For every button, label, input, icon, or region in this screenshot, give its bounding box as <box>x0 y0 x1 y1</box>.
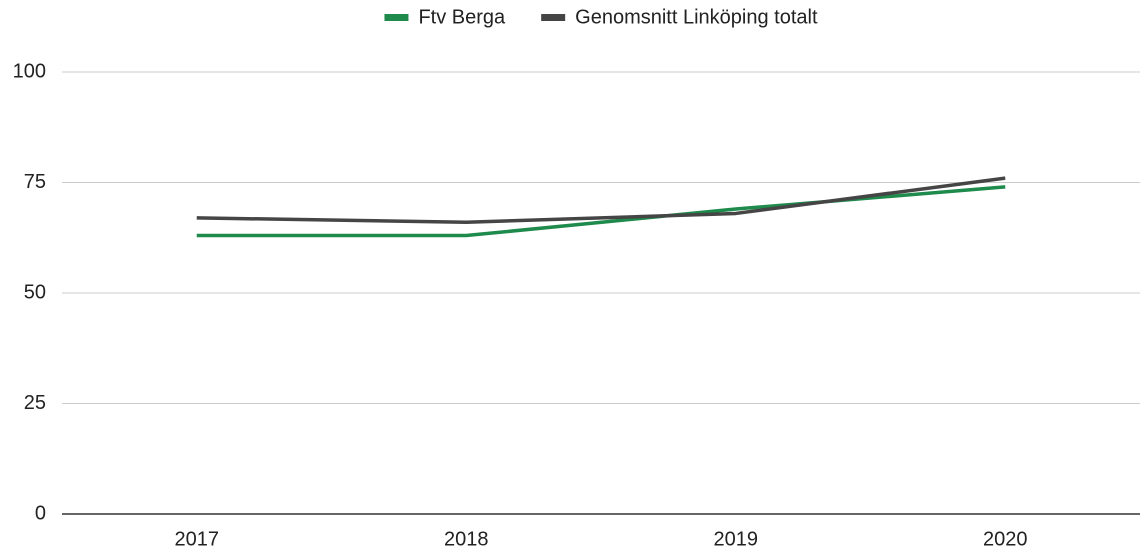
y-tick-label: 75 <box>24 171 46 193</box>
legend-label: Genomsnitt Linköping totalt <box>575 6 818 28</box>
x-tick-label: 2020 <box>983 528 1028 550</box>
y-tick-label: 100 <box>13 60 46 82</box>
x-tick-label: 2019 <box>714 528 759 550</box>
y-tick-label: 50 <box>24 281 46 303</box>
legend-item: Genomsnitt Linköping totalt <box>541 6 818 28</box>
y-tick-label: 0 <box>35 502 46 524</box>
legend-item: Ftv Berga <box>384 6 506 28</box>
series-line <box>196 185 1006 238</box>
series-line <box>196 176 1006 225</box>
x-tick-label: 2017 <box>175 528 220 550</box>
y-tick-label: 25 <box>24 392 46 414</box>
x-tick-label: 2018 <box>444 528 489 550</box>
legend-label: Ftv Berga <box>418 6 506 28</box>
legend-swatch <box>384 14 409 21</box>
legend-swatch <box>541 14 566 21</box>
